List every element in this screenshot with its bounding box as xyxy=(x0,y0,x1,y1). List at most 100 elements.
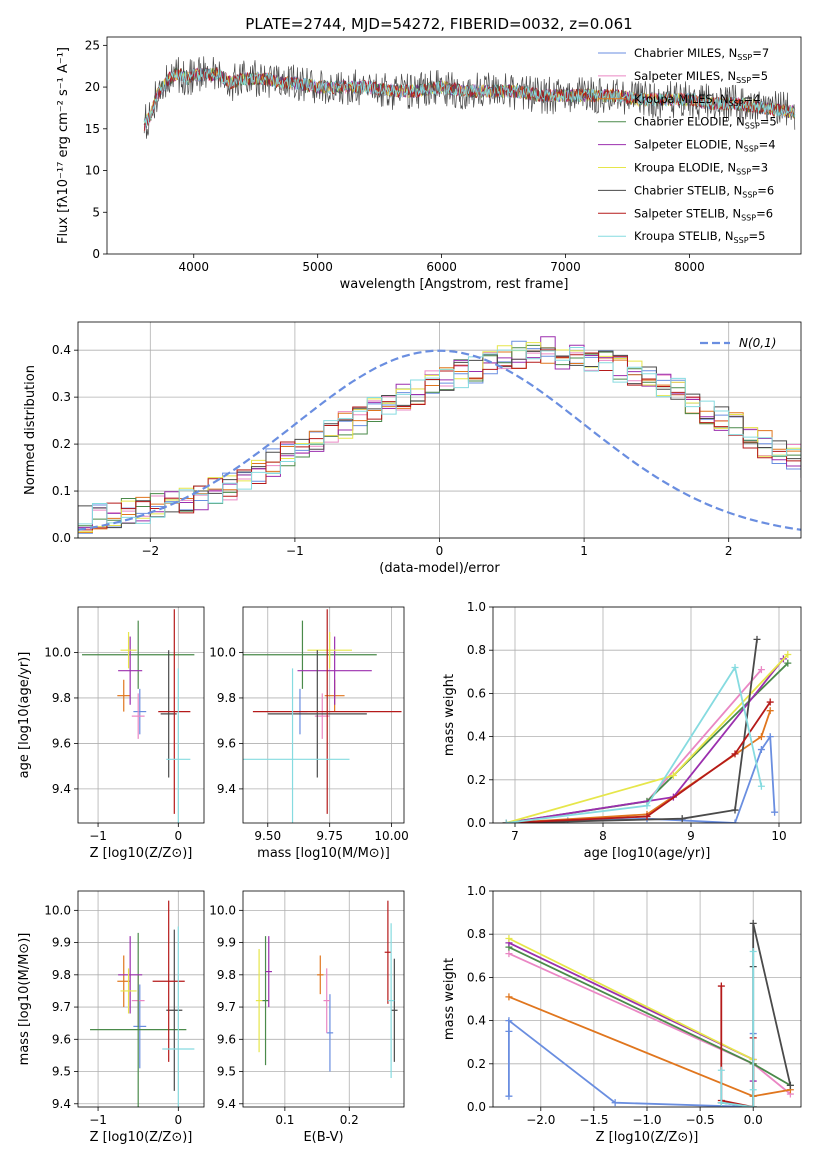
y-tick-label: 1.0 xyxy=(467,884,486,898)
legend-entry: Salpeter ELODIE, NSSP=4 xyxy=(634,138,776,154)
x-tick-label: 0.2 xyxy=(340,1113,359,1127)
axes-frame xyxy=(77,321,802,539)
y-tick-label: 5 xyxy=(92,205,100,219)
series-point-marker xyxy=(753,635,761,643)
y-tick-label: 0.4 xyxy=(467,1014,486,1028)
series-point-marker xyxy=(643,802,651,810)
mass-weight-series-line xyxy=(506,665,763,823)
y-tick-label: 9.9 xyxy=(52,936,71,950)
y-tick-label: 10.0 xyxy=(209,903,236,917)
y-tick-label: 0 xyxy=(92,247,100,261)
series-point-marker xyxy=(731,806,739,814)
x-tick-label: −1 xyxy=(89,829,107,843)
y-tick-label: 1.0 xyxy=(467,600,486,614)
y-tick-label: 0.6 xyxy=(467,686,486,700)
figure-title: PLATE=2744, MJD=54272, FIBERID=0032, z=0… xyxy=(245,15,632,33)
series-point-marker xyxy=(505,1092,513,1100)
series-point-marker xyxy=(731,750,739,758)
y-axis-label: Normed distribution xyxy=(23,365,38,495)
series-point-marker xyxy=(757,782,765,790)
x-tick-label: 9 xyxy=(687,829,695,843)
series-point-marker xyxy=(505,993,513,1001)
plot-area xyxy=(143,56,796,139)
y-tick-label: 9.6 xyxy=(52,736,71,750)
series-point-marker xyxy=(771,808,779,816)
y-tick-label: 25 xyxy=(85,38,100,52)
y-tick-label: 10 xyxy=(85,164,100,178)
axes-massweight-vs-age: 7 8 9 10 0.0 0.2 0.4 0.6 0.8 1.0 age [log10(age/yr… xyxy=(442,600,802,861)
x-axis-label: Z [log10(Z/Z⊙)] xyxy=(90,846,193,861)
axes-frame xyxy=(77,890,205,1108)
series-point-marker xyxy=(717,982,725,990)
y-tick-label: 9.5 xyxy=(217,1065,236,1079)
mass-weight-series-line xyxy=(720,951,755,1107)
gaussian-curve xyxy=(78,349,801,531)
plot-area xyxy=(255,900,398,1078)
legend-entry: Kroupa MILES, NSSP=4 xyxy=(634,92,760,108)
x-tick-label: −1 xyxy=(89,1113,107,1127)
y-tick-label: 9.5 xyxy=(52,1065,71,1079)
y-tick-label: 0.8 xyxy=(467,643,486,657)
x-tick-label: 0 xyxy=(436,544,444,558)
axes-massweight-vs-Z: −2.0 −1.5 −1.0 −0.5 0.0 0.0 0.2 0.4 0.6 0.8 1.0 Z [… xyxy=(442,884,802,1145)
y-axis-label: mass weight xyxy=(442,674,457,756)
plot-area xyxy=(243,609,402,823)
y-tick-label: 9.6 xyxy=(217,736,236,750)
y-tick-label: 0.4 xyxy=(467,730,486,744)
series-point-marker xyxy=(611,1099,619,1107)
y-tick-label: 20 xyxy=(85,80,100,94)
legend-entry: N(0,1) xyxy=(739,336,776,350)
x-tick-label: −1.5 xyxy=(579,1113,608,1127)
series-point-marker xyxy=(749,1103,757,1107)
plot-area xyxy=(90,900,195,1107)
x-axis-label: age [log10(age/yr)] xyxy=(584,846,711,861)
x-tick-label: 0.0 xyxy=(744,1113,763,1127)
legend-entry: Kroupa STELIB, NSSP=5 xyxy=(634,229,765,245)
mass-weight-series-line xyxy=(506,669,763,823)
legend-entry: Salpeter STELIB, NSSP=6 xyxy=(634,206,773,222)
series-point-marker xyxy=(505,950,513,958)
axes-age-vs-Z: −1 0 9.4 9.6 9.8 10.0 Z [log10(Z/Z⊙)] age [log1… xyxy=(17,606,205,861)
y-tick-label: 0.4 xyxy=(52,343,71,357)
x-tick-label: −2 xyxy=(141,544,159,558)
x-tick-label: 10.00 xyxy=(374,829,408,843)
axes-frame xyxy=(106,36,802,255)
series-point-marker xyxy=(749,947,757,955)
series-point-marker xyxy=(757,666,765,674)
y-tick-label: 9.4 xyxy=(217,782,236,796)
x-tick-label: −2.0 xyxy=(526,1113,555,1127)
mass-weight-series-line xyxy=(508,995,791,1098)
y-tick-label: 0.0 xyxy=(52,531,71,545)
legend-entry: Chabrier STELIB, NSSP=6 xyxy=(634,183,774,199)
y-tick-label: 9.4 xyxy=(52,1097,71,1111)
x-axis-label: E(B-V) xyxy=(303,1130,343,1145)
series-point-marker xyxy=(766,698,774,706)
y-axis-label: mass weight xyxy=(442,958,457,1040)
legend-entry: Chabrier ELODIE, NSSP=5 xyxy=(634,115,777,131)
y-tick-label: 9.9 xyxy=(217,936,236,950)
y-tick-label: 15 xyxy=(85,122,100,136)
series-point-marker xyxy=(757,733,765,741)
series-point-marker xyxy=(678,815,686,823)
x-tick-label: 10 xyxy=(771,829,786,843)
series-point-marker xyxy=(505,935,513,943)
series-point-marker xyxy=(766,733,774,741)
series-point-marker xyxy=(669,771,677,779)
y-tick-label: 0.1 xyxy=(52,484,71,498)
series-point-marker xyxy=(731,819,739,823)
x-axis-label: (data-model)/error xyxy=(379,561,500,576)
x-tick-label: 8000 xyxy=(674,260,705,274)
y-axis-label: Flux [fλ10⁻¹⁷ erg cm⁻² s⁻¹ A⁻¹] xyxy=(56,47,71,244)
axes-frame xyxy=(77,606,205,824)
x-tick-label: 2 xyxy=(725,544,733,558)
y-tick-label: 9.4 xyxy=(52,782,71,796)
x-tick-label: 0.1 xyxy=(275,1113,294,1127)
y-tick-label: 9.7 xyxy=(217,1000,236,1014)
y-tick-label: 0.2 xyxy=(467,773,486,787)
series-point-marker xyxy=(717,1099,725,1107)
y-tick-label: 9.8 xyxy=(217,968,236,982)
series-point-marker xyxy=(643,813,651,821)
plot-area xyxy=(505,919,794,1107)
x-axis-label: mass [log10(M/M⊙)] xyxy=(257,846,390,861)
x-tick-label: 1 xyxy=(580,544,588,558)
